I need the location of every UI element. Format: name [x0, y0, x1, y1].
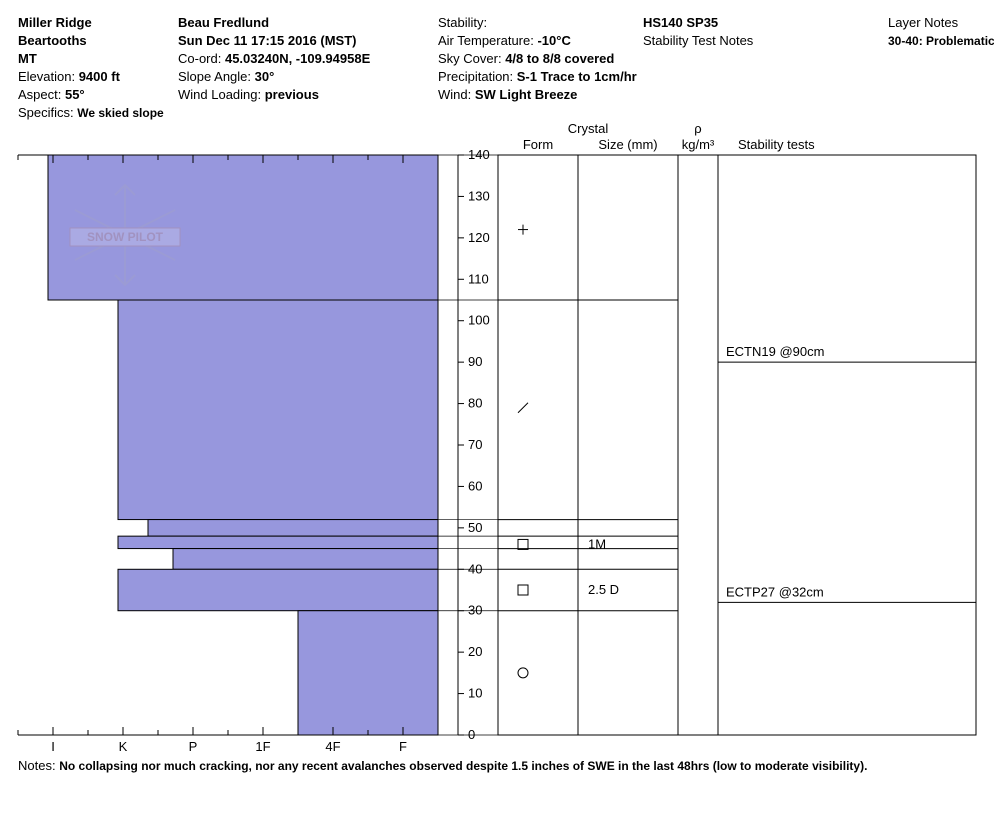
hardness-bar [148, 520, 438, 537]
aspect-value: 55° [65, 87, 85, 102]
depth-tick-label: 0 [468, 727, 475, 742]
rho-unit: kg/m³ [682, 137, 715, 152]
airtemp-label: Air Temperature: [438, 33, 537, 48]
stability-test-label: ECTN19 @90cm [726, 344, 824, 359]
wind-label: Wind: [438, 87, 475, 102]
hardness-tick-label: 4F [325, 739, 340, 754]
hardness-bar [173, 549, 438, 570]
rho-heading: ρ [694, 121, 701, 136]
depth-tick-label: 50 [468, 520, 482, 535]
layer-note-1: 30-40: Problematic layer [888, 32, 994, 50]
crystal-square-icon [518, 539, 528, 549]
notes-row: Notes: No collapsing nor much cracking, … [18, 758, 867, 773]
aspect-label: Aspect: [18, 87, 65, 102]
depth-tick-label: 130 [468, 188, 490, 203]
windload-value: previous [265, 87, 319, 102]
crystal-heading: Crystal [568, 121, 609, 136]
location-name: Miller Ridge [18, 14, 178, 32]
hardness-bar [118, 569, 438, 610]
depth-tick-label: 20 [468, 644, 482, 659]
hs-sp: HS140 SP35 [643, 14, 803, 32]
state: MT [18, 50, 178, 68]
observer-name: Beau Fredlund [178, 14, 438, 32]
mountain-range: Beartooths [18, 32, 178, 50]
slope-row: Slope Angle: 30° [178, 68, 438, 86]
hardness-tick-label: P [189, 739, 198, 754]
observation-datetime: Sun Dec 11 17:15 2016 (MST) [178, 32, 438, 50]
skycover-label: Sky Cover: [438, 51, 505, 66]
hardness-bar [48, 155, 438, 300]
specifics-row: Specifics: We skied slope [18, 104, 178, 122]
depth-tick-label: 10 [468, 686, 482, 701]
precip-row: Precipitation: S-1 Trace to 1cm/hr [438, 68, 658, 86]
depth-tick-label: 100 [468, 313, 490, 328]
slope-value: 30° [255, 69, 275, 84]
windload-label: Wind Loading: [178, 87, 265, 102]
layer-notes-label: Layer Notes [888, 14, 994, 32]
crystal-size-value: 2.5 D [588, 582, 619, 597]
aspect-row: Aspect: 55° [18, 86, 178, 104]
skycover-row: Sky Cover: 4/8 to 8/8 covered [438, 50, 658, 68]
hardness-tick-label: I [51, 739, 55, 754]
size-heading: Size (mm) [598, 137, 657, 152]
coord-value: 45.03240N, -109.94958E [225, 51, 370, 66]
elevation-value: 9400 ft [79, 69, 120, 84]
depth-tick-label: 90 [468, 354, 482, 369]
hardness-tick-label: 1F [255, 739, 270, 754]
depth-tick-label: 40 [468, 561, 482, 576]
windload-row: Wind Loading: previous [178, 86, 438, 104]
slope-label: Slope Angle: [178, 69, 255, 84]
skycover-value: 4/8 to 8/8 covered [505, 51, 614, 66]
airtemp-row: Air Temperature: -10°C [438, 32, 658, 50]
depth-tick-label: 60 [468, 478, 482, 493]
crystal-plus-icon [518, 225, 528, 235]
depth-tick-label: 140 [468, 147, 490, 162]
hardness-tick-label: K [119, 739, 128, 754]
coord-label: Co-ord: [178, 51, 225, 66]
form-heading: Form [523, 137, 553, 152]
hardness-bar [118, 536, 438, 548]
elevation-row: Elevation: 9400 ft [18, 68, 178, 86]
depth-tick-label: 80 [468, 396, 482, 411]
precip-value: S-1 Trace to 1cm/hr [517, 69, 637, 84]
wind-row: Wind: SW Light Breeze [438, 86, 658, 104]
stability-test-notes-label: Stability Test Notes [643, 32, 803, 50]
depth-tick-label: 110 [468, 271, 489, 286]
hardness-bar [118, 300, 438, 520]
precip-label: Precipitation: [438, 69, 517, 84]
wind-value: SW Light Breeze [475, 87, 578, 102]
stability-test-label: ECTP27 @32cm [726, 584, 824, 599]
stability-label: Stability: [438, 14, 658, 32]
snowpit-chart: I K P 1F 4F F 0 10 20 30 40 50 60 70 80 90 100 110 120 130 1… [18, 135, 978, 755]
hardness-tick-label: F [399, 739, 407, 754]
coord-row: Co-ord: 45.03240N, -109.94958E [178, 50, 438, 68]
hardness-bar [298, 611, 438, 735]
depth-tick-label: 70 [468, 437, 482, 452]
notes-text: No collapsing nor much cracking, nor any… [59, 759, 867, 773]
crystal-slash-icon [518, 403, 528, 413]
depth-tick-label: 30 [468, 603, 482, 618]
specifics-value: We skied slope [77, 106, 163, 120]
crystal-circle-icon [518, 668, 528, 678]
airtemp-value: -10°C [537, 33, 570, 48]
specifics-label: Specifics: [18, 105, 77, 120]
crystal-square-icon [518, 585, 528, 595]
elevation-label: Elevation: [18, 69, 79, 84]
stability-tests-heading: Stability tests [738, 137, 815, 152]
crystal-size-value: 1M [588, 536, 606, 551]
depth-tick-label: 120 [468, 230, 490, 245]
notes-label: Notes: [18, 758, 59, 773]
